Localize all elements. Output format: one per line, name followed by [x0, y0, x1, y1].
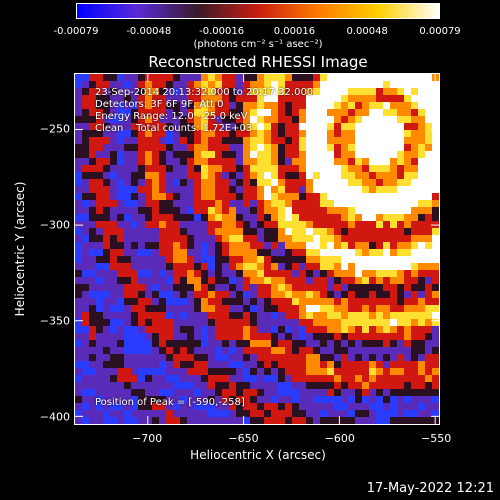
image-title: Reconstructed RHESSI Image — [148, 53, 368, 71]
annotation-detectors: Detectors: 3F 6F 9F, Att 0 — [95, 99, 224, 110]
colorbar-tick-label: 0.00016 — [273, 26, 316, 37]
annotation-clean-counts: Clean Total counts: 1.72E+03 — [95, 123, 253, 134]
annotation-peak-position: Position of Peak = [-590,-258] — [95, 397, 245, 408]
x-tick-label: −600 — [324, 432, 355, 445]
colorbar-tick-label: -0.00079 — [53, 26, 99, 37]
colorbar-tick-label: 0.00079 — [419, 26, 461, 37]
colorbar — [76, 3, 440, 19]
x-axis-label: Heliocentric X (arcsec) — [190, 448, 326, 462]
y-tick-label: −300 — [39, 218, 70, 232]
image-plot-area — [74, 73, 440, 425]
x-tick-label: −700 — [132, 432, 163, 445]
y-tick-label: −350 — [39, 314, 70, 328]
y-tick-label: −400 — [39, 410, 70, 424]
colorbar-tick-label: 0.00048 — [346, 26, 388, 37]
annotation-energy-range: Energy Range: 12.0 - 25.0 keV — [95, 111, 248, 122]
colorbar-units-label: (photons cm⁻² s⁻¹ asec⁻²) — [193, 39, 323, 50]
plot-timestamp: 17-May-2022 12:21 — [366, 481, 494, 496]
heatmap-image — [75, 74, 439, 424]
y-tick-label: −250 — [39, 122, 70, 136]
x-tick-label: −550 — [421, 432, 452, 445]
x-tick-label: −650 — [228, 432, 259, 445]
y-axis-label: Heliocentric Y (arcsec) — [13, 181, 27, 317]
colorbar-tick-label: -0.00016 — [199, 26, 245, 37]
colorbar-tick-label: -0.00048 — [126, 26, 172, 37]
annotation-time-range: 23-Sep-2014 20:13:32.000 to 20:17:32.000 — [95, 87, 314, 98]
